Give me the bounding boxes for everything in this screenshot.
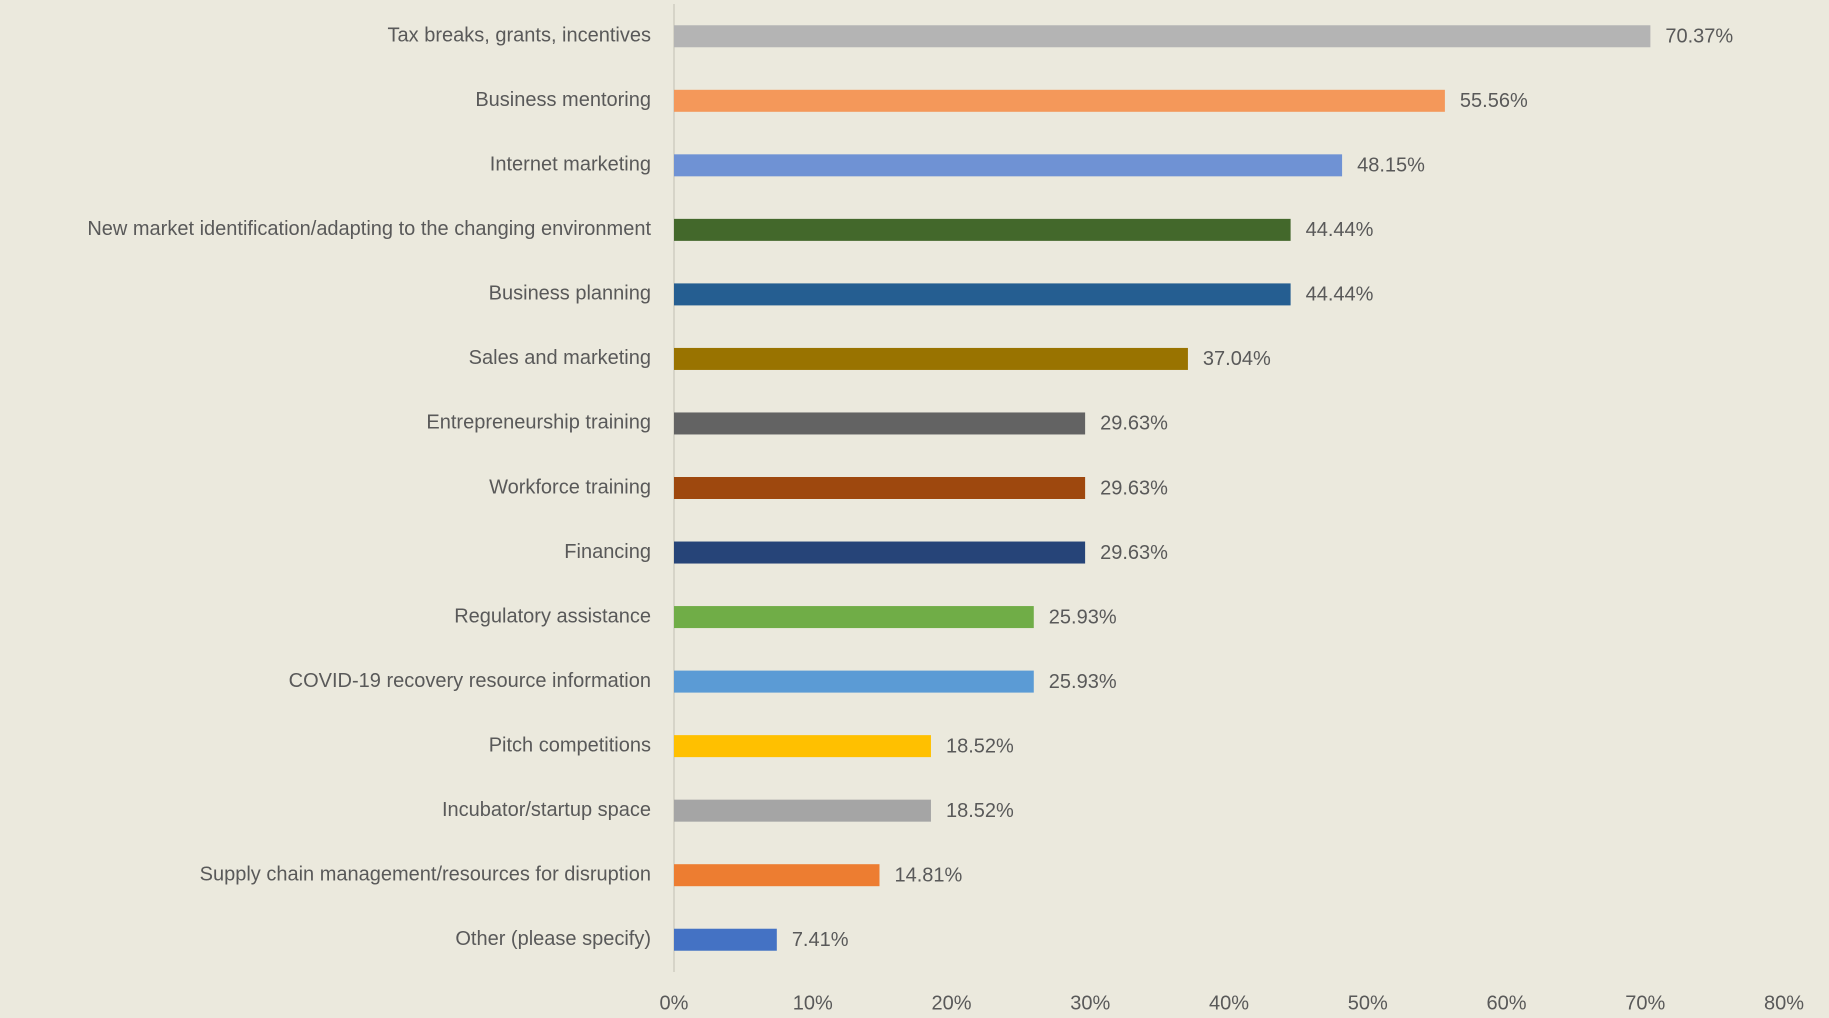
y-tick-label: Tax breaks, grants, incentives: [388, 25, 651, 47]
y-tick-label: Pitch competitions: [489, 734, 651, 756]
x-tick-label: 30%: [1070, 992, 1110, 1014]
y-tick-label: Supply chain management/resources for di…: [200, 863, 651, 885]
bar: [674, 89, 1445, 112]
y-tick-label: Other (please specify): [455, 928, 651, 950]
y-tick-label: Incubator/startup space: [442, 799, 651, 821]
value-label: 7.41%: [792, 929, 849, 951]
y-tick-label: New market identification/adapting to th…: [87, 218, 651, 240]
bar: [674, 799, 931, 822]
bar: [674, 25, 1651, 48]
bar: [674, 606, 1034, 629]
value-label: 55.56%: [1460, 90, 1528, 112]
value-label: 18.52%: [946, 735, 1014, 757]
bar: [674, 154, 1343, 177]
value-label: 29.63%: [1100, 542, 1168, 564]
value-label: 44.44%: [1306, 219, 1374, 241]
y-tick-label: Entrepreneurship training: [426, 412, 651, 434]
x-tick-label: 20%: [931, 992, 971, 1014]
bar: [674, 218, 1291, 241]
x-tick-label: 40%: [1209, 992, 1249, 1014]
x-tick-label: 80%: [1764, 992, 1804, 1014]
bar: [674, 412, 1086, 435]
bar: [674, 477, 1086, 499]
value-label: 29.63%: [1100, 413, 1168, 435]
value-label: 25.93%: [1049, 606, 1117, 628]
y-tick-label: COVID-19 recovery resource information: [289, 670, 651, 692]
bar: [674, 735, 931, 758]
y-tick-label: Financing: [564, 541, 651, 563]
value-label: 25.93%: [1049, 671, 1117, 693]
y-tick-label: Internet marketing: [490, 154, 651, 176]
y-tick-label: Sales and marketing: [469, 347, 651, 369]
y-tick-label: Business planning: [489, 283, 651, 305]
bar: [674, 864, 880, 887]
bar: [674, 347, 1188, 370]
value-label: 44.44%: [1306, 284, 1374, 306]
x-tick-label: 70%: [1625, 992, 1665, 1014]
bar: [674, 928, 777, 951]
value-label: 14.81%: [894, 864, 962, 886]
x-tick-label: 10%: [793, 992, 833, 1014]
x-tick-label: 60%: [1486, 992, 1526, 1014]
x-tick-label: 50%: [1348, 992, 1388, 1014]
value-label: 37.04%: [1203, 348, 1271, 370]
bar: [674, 541, 1086, 564]
y-tick-label: Business mentoring: [475, 89, 651, 111]
value-label: 18.52%: [946, 800, 1014, 822]
y-tick-label: Workforce training: [489, 476, 651, 498]
bar: [674, 283, 1291, 306]
bar: [674, 670, 1034, 693]
y-tick-label: Regulatory assistance: [454, 605, 651, 627]
x-tick-label: 0%: [660, 992, 689, 1014]
value-label: 29.63%: [1100, 477, 1168, 499]
value-label: 70.37%: [1665, 26, 1733, 48]
value-label: 48.15%: [1357, 155, 1425, 177]
